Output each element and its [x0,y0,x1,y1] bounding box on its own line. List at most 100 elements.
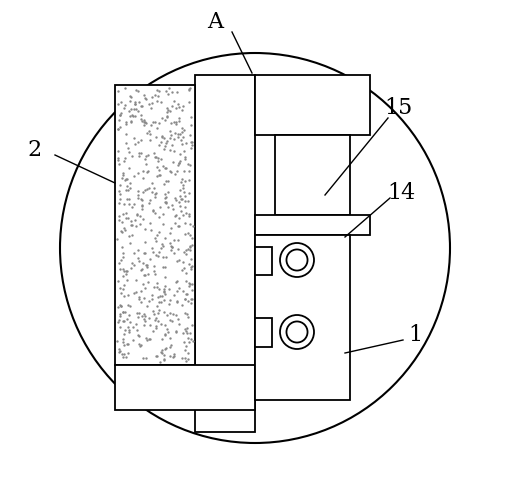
Point [142,160,150,168]
Point [144,335,152,343]
Point [186,280,194,287]
Point [114,348,122,356]
Point [130,172,138,180]
Point [159,253,167,261]
Point [187,262,195,270]
Point [143,185,151,193]
Point [181,277,189,285]
Point [186,295,194,302]
Point [140,294,148,301]
Point [145,297,153,305]
Point [161,291,169,298]
Point [126,92,134,99]
Point [172,211,180,219]
Point [119,338,127,346]
Point [130,289,138,297]
Point [163,114,171,121]
Point [172,104,180,112]
Point [166,341,175,349]
Bar [115,365,255,410]
Point [127,93,135,100]
Bar [194,75,254,432]
Point [132,210,140,217]
Point [179,328,187,336]
Point [123,291,131,299]
Point [124,186,132,194]
Point [182,246,190,254]
Point [116,181,124,188]
Point [140,249,149,257]
Point [118,351,126,358]
Point [151,234,159,242]
Point [152,189,160,197]
Point [168,310,176,318]
Point [188,139,196,146]
Point [153,232,161,240]
Point [134,295,143,303]
Point [186,255,194,263]
Point [154,142,162,149]
Point [179,249,187,256]
Point [174,315,182,323]
Point [161,263,169,270]
Point [157,292,165,300]
Point [171,278,179,286]
Point [122,120,130,128]
Point [122,175,130,183]
Point [162,344,170,352]
Point [114,87,122,95]
Point [160,287,168,295]
Point [160,330,168,338]
Point [137,137,145,144]
Point [160,180,168,187]
Point [165,343,174,351]
Point [134,138,142,146]
Point [126,98,134,105]
Point [161,273,169,281]
Point [175,222,183,230]
Point [115,212,123,220]
Point [125,232,133,240]
Point [132,309,140,317]
Point [155,171,163,179]
Point [157,133,165,141]
Point [150,267,158,274]
Point [176,192,184,199]
Point [141,118,149,126]
Point [148,291,156,299]
Point [142,334,150,341]
Point [120,330,128,338]
Point [116,347,124,355]
Point [146,255,154,263]
Point [147,104,155,112]
Point [131,113,139,120]
Point [126,185,134,192]
Point [120,292,128,300]
Point [177,124,185,132]
Point [172,120,180,128]
Point [165,229,174,237]
Point [152,314,160,322]
Point [116,123,124,131]
Point [130,134,138,142]
Point [123,214,131,222]
Point [123,315,131,323]
Point [155,167,163,174]
Point [142,261,150,269]
Point [155,248,163,256]
Point [157,132,165,140]
Point [162,87,170,95]
Point [167,243,176,251]
Point [136,266,145,274]
Point [184,197,192,205]
Point [186,329,194,337]
Point [133,246,142,254]
Point [119,171,127,179]
Point [183,290,191,298]
Point [149,206,157,214]
Point [169,291,178,299]
Point [155,213,163,221]
Point [177,195,185,203]
Bar [115,85,194,365]
Point [134,313,142,321]
